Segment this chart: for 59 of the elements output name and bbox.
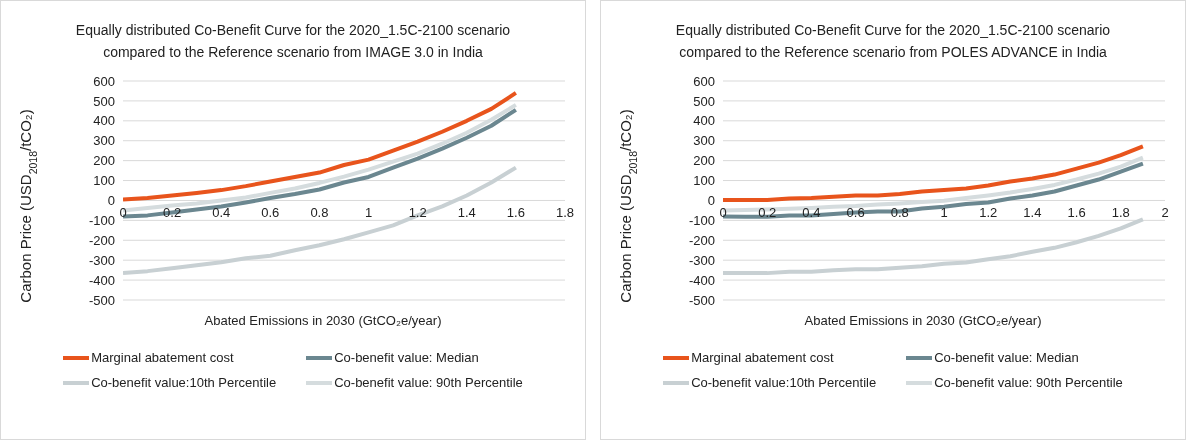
legend-label: Co-benefit value: 90th Percentile: [334, 375, 523, 390]
legend-label: Co-benefit value:10th Percentile: [691, 375, 877, 390]
x-tick-label: 1.8: [555, 205, 575, 220]
legend-label: Marginal abatement cost: [691, 350, 834, 365]
y-tick-label: 100: [93, 173, 115, 189]
y-tick-label: 300: [93, 133, 115, 149]
legend-label: Co-benefit value: 90th Percentile: [934, 375, 1123, 390]
x-tick-label: 0.4: [802, 205, 821, 220]
x-tick-label: 1.2: [408, 205, 427, 220]
y-tick-label: 400: [693, 113, 715, 129]
chart-title: Equally distributed Co-Benefit Curve for the 2020_1.5C-2100 scenario compared to the Reference scenario from IMAGE 3.0 in India: [74, 21, 512, 62]
x-tick-label: 1.6: [1067, 205, 1086, 220]
y-tick-label: 200: [93, 153, 115, 169]
y-tick-label: 600: [93, 73, 115, 89]
y-tick-label: -100: [688, 212, 715, 228]
y-tick-label: 200: [693, 153, 715, 169]
y-tick-label: -500: [688, 292, 715, 308]
x-tick-label: 0: [719, 205, 727, 220]
y-tick-label: 600: [693, 73, 715, 89]
y-tick-label: 500: [93, 93, 115, 109]
x-tick-label: 0.8: [890, 205, 909, 220]
legend-label: Co-benefit value:10th Percentile: [91, 375, 277, 390]
line-series: [123, 90, 518, 202]
x-tick-label: 0: [119, 205, 127, 220]
y-tick-label: -100: [88, 212, 115, 228]
x-tick-label: 2: [1161, 205, 1169, 220]
y-tick-label: 300: [693, 133, 715, 149]
y-tick-label: -500: [88, 292, 115, 308]
x-tick-label: 1.8: [1111, 205, 1130, 220]
y-tick-label: 400: [93, 113, 115, 129]
y-tick-label: -400: [88, 272, 115, 288]
x-axis-title: Abated Emissions in 2030 (GtCO₂e/year): [203, 313, 443, 328]
x-tick-label: 1.6: [506, 205, 525, 220]
chart-title: Equally distributed Co-Benefit Curve for the 2020_1.5C-2100 scenario compared to the Reference scenario from POLES ADVANCE in India: [674, 21, 1112, 62]
legend-label: Marginal abatement cost: [91, 350, 234, 365]
y-tick-label: -300: [88, 252, 115, 268]
x-tick-label: 1.4: [1023, 205, 1042, 220]
y-tick-label: 100: [693, 173, 715, 189]
legend-label: Co-benefit value: Median: [934, 350, 1079, 365]
legend-label: Co-benefit value: Median: [334, 350, 479, 365]
x-tick-label: 1.2: [979, 205, 998, 220]
x-tick-label: 0.2: [163, 205, 182, 220]
line-series: [723, 217, 1145, 276]
x-tick-label: 0.8: [310, 205, 329, 220]
line-series: [723, 144, 1145, 203]
y-tick-label: 0: [107, 193, 115, 209]
y-tick-label: -300: [688, 252, 715, 268]
x-tick-label: 1.4: [457, 205, 476, 220]
y-tick-label: -200: [88, 232, 115, 248]
y-tick-label: -400: [688, 272, 715, 288]
x-tick-label: 0.4: [212, 205, 231, 220]
y-tick-label: 0: [707, 193, 715, 209]
x-tick-label: 0.6: [261, 205, 280, 220]
y-tick-label: -200: [688, 232, 715, 248]
x-tick-label: 1: [364, 205, 373, 220]
x-tick-label: 1: [940, 205, 948, 220]
x-axis-title: Abated Emissions in 2030 (GtCO₂e/year): [803, 313, 1043, 328]
x-tick-label: 0.6: [846, 205, 865, 220]
y-tick-label: 500: [693, 93, 715, 109]
